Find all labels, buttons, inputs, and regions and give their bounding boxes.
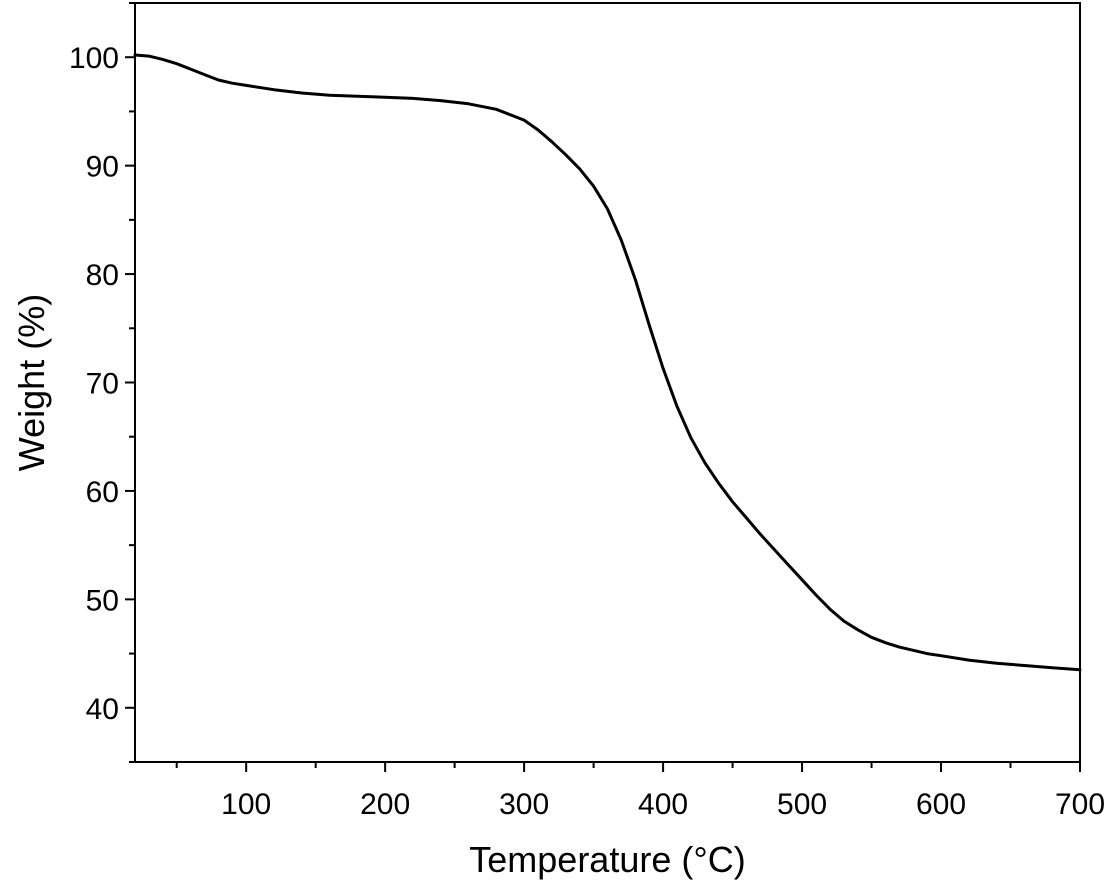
x-tick-label: 300 [499,788,549,821]
y-tick-label: 90 [86,151,119,184]
y-tick-label: 50 [86,584,119,617]
x-axis-label: Temperature (°C) [469,839,745,880]
plot-frame [134,2,1081,763]
x-tick-label: 400 [638,788,688,821]
x-axis-ticks: 100 200 300 400 500 600 700 [221,762,1105,821]
y-tick-label: 40 [86,693,119,726]
x-tick-label: 100 [221,788,271,821]
x-tick-label: 500 [777,788,827,821]
y-tick-label: 100 [69,42,119,75]
y-axis-label: Weight (%) [11,294,52,471]
y-tick-label: 80 [86,259,119,292]
y-tick-label: 70 [86,368,119,401]
x-tick-label: 600 [916,788,966,821]
x-tick-label: 200 [360,788,410,821]
y-axis-ticks: 40 50 60 70 80 90 100 [69,42,135,726]
x-tick-label: 700 [1055,788,1105,821]
weight-curve [133,53,1082,672]
y-tick-label: 60 [86,476,119,509]
